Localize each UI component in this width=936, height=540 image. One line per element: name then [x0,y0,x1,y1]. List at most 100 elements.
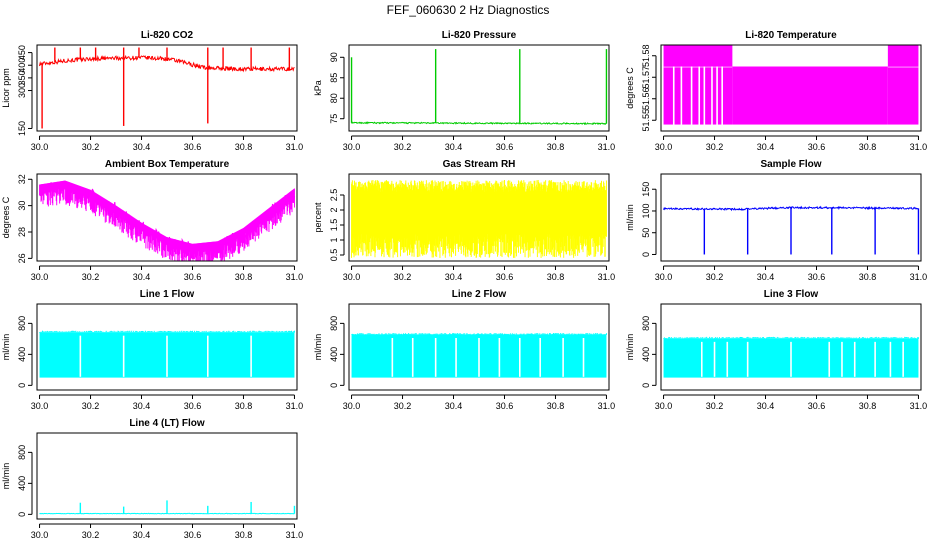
data-layer [39,47,295,129]
x-tick-label: 30.0 [655,142,673,152]
chart-panel: Line 2 Flow 30.0 30.2 30.4 30.6 30.8 31.0 0 400 8… [313,289,615,411]
x-tick-label: 30.2 [394,272,412,282]
x-tick-label: 30.2 [82,272,100,282]
data-layer [350,49,608,126]
y-tick-label: 400 [17,476,27,491]
y-axis-label: kPa [313,80,323,96]
chart-panel: Gas Stream RH 30.0 30.2 30.4 30.6 30.8 31.0 0.5… [313,159,615,282]
y-tick-label: 400 [17,347,27,362]
y-tick-label: 85 [329,73,339,83]
level-fill [887,45,919,125]
x-tick-label: 30.2 [706,142,724,152]
y-tick-label: 0 [641,383,651,388]
data-layer [38,180,296,261]
x-tick-label: 31.0 [286,401,304,411]
plot-frame [36,303,298,391]
chart-panel: Li-820 Temperature 30.0 30.2 30.4 30.6 30.8 31… [625,30,927,152]
y-axis-label: Licor ppm [1,68,11,108]
y-tick-label: 800 [329,316,339,331]
x-tick-label: 30.8 [859,142,877,152]
y-axis-label: ml/min [1,463,11,490]
x-tick-label: 30.6 [808,142,826,152]
x-tick-label: 30.4 [133,401,151,411]
y-tick-label: 2 [329,207,339,212]
y-tick-label: 0 [329,383,339,388]
data-layer [351,180,607,258]
chart-title: Line 3 Flow [764,289,819,300]
x-tick-label: 30.0 [655,401,673,411]
y-axis-label: degrees C [625,67,635,109]
y-axis-label: percent [313,202,323,233]
y-axis-label: ml/min [625,334,635,361]
y-tick-label: 50 [641,228,651,238]
x-tick-label: 30.8 [547,401,565,411]
level-gap [887,66,919,68]
x-tick-label: 30.2 [82,142,100,152]
data-layer [663,45,919,131]
x-tick-label: 30.2 [394,142,412,152]
y-tick-label: 51.58 [641,44,651,67]
x-tick-label: 30.2 [82,530,100,540]
plot-frame [36,44,298,132]
y-tick-label: 75 [329,114,339,124]
chart-panel: Li-820 CO2 30.0 30.2 30.4 30.6 30.8 31.0 150 300… [1,30,303,152]
x-tick-label: 30.6 [496,401,514,411]
plot-frame [660,303,922,391]
x-tick-label: 30.0 [655,272,673,282]
y-tick-label: 150 [641,182,651,197]
chart-title: Li-820 Temperature [745,30,837,41]
level-gap [663,66,733,68]
data-layer [663,205,920,255]
plot-frame [660,173,922,262]
y-tick-label: 150 [17,121,27,136]
level-fill [732,66,888,125]
series-line [663,205,919,212]
x-tick-label: 30.6 [808,401,826,411]
y-tick-label: 400 [329,347,339,362]
y-axis-label: degrees C [1,196,11,238]
y-tick-label: 300 [17,83,27,98]
x-tick-label: 30.4 [445,401,463,411]
x-tick-label: 30.0 [343,142,361,152]
x-tick-label: 30.6 [184,401,202,411]
data-layer [39,500,296,515]
data-layer [663,336,919,378]
figure-title: FEF_060630 2 Hz Diagnostics [387,3,550,17]
y-tick-label: 51.56 [641,87,651,110]
y-tick-label: 400 [641,347,651,362]
x-tick-label: 30.8 [547,142,565,152]
plot-frame [348,303,610,391]
chart-title: Line 2 Flow [452,289,507,300]
plot-frame [348,44,610,132]
x-tick-label: 30.4 [133,142,151,152]
series-line [351,121,607,126]
x-tick-label: 30.4 [445,142,463,152]
y-tick-label: 100 [641,203,651,218]
y-tick-label: 800 [17,316,27,331]
y-tick-label: 90 [329,52,339,62]
x-tick-label: 30.8 [235,272,253,282]
y-tick-label: 26 [17,253,27,263]
y-tick-label: 80 [329,93,339,103]
chart-panel: Line 3 Flow 30.0 30.2 30.4 30.6 30.8 31.0 0 400 8… [625,289,927,411]
x-tick-label: 30.0 [343,272,361,282]
x-tick-label: 30.4 [133,272,151,282]
y-tick-label: 0 [641,252,651,257]
y-tick-label: 350 [17,70,27,85]
x-tick-label: 30.0 [31,272,49,282]
x-tick-label: 31.0 [910,142,928,152]
x-tick-label: 30.0 [343,401,361,411]
plot-frame [36,173,298,262]
x-tick-label: 30.6 [184,530,202,540]
x-tick-label: 30.2 [394,401,412,411]
chart-panel: Li-820 Pressure 30.0 30.2 30.4 30.6 30.8 31.0 7… [313,30,615,152]
y-tick-label: 32 [17,174,27,184]
y-tick-label: 1.5 [329,219,339,232]
y-tick-label: 1 [329,237,339,242]
x-tick-label: 30.0 [31,401,49,411]
y-tick-label: 0.5 [329,249,339,262]
x-tick-label: 30.4 [757,401,775,411]
x-tick-label: 30.0 [31,530,49,540]
